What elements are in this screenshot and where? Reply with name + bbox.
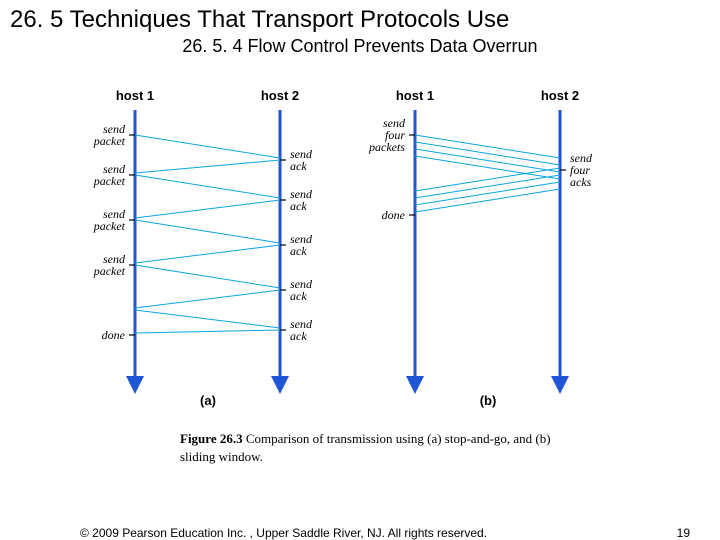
figure-label: Figure 26.3 — [180, 431, 246, 446]
copyright-text: © 2009 Pearson Education Inc. , Upper Sa… — [80, 526, 487, 540]
page-number: 19 — [677, 526, 690, 540]
svg-text:ack: ack — [290, 159, 307, 173]
svg-text:host 1: host 1 — [396, 88, 434, 103]
svg-text:host 1: host 1 — [116, 88, 154, 103]
svg-text:(a): (a) — [200, 393, 216, 408]
sequence-diagram: host 1host 2sendpacketsendpacketsendpack… — [80, 80, 640, 420]
svg-text:ack: ack — [290, 289, 307, 303]
svg-text:host 2: host 2 — [261, 88, 299, 103]
svg-text:packet: packet — [93, 174, 126, 188]
svg-text:host 2: host 2 — [541, 88, 579, 103]
svg-text:(b): (b) — [480, 393, 497, 408]
svg-text:packet: packet — [93, 134, 126, 148]
svg-text:packets: packets — [368, 140, 405, 154]
svg-text:ack: ack — [290, 244, 307, 258]
svg-text:acks: acks — [570, 175, 592, 189]
page-title: 26. 5 Techniques That Transport Protocol… — [0, 0, 720, 34]
svg-text:done: done — [102, 328, 126, 342]
page-subtitle: 26. 5. 4 Flow Control Prevents Data Over… — [0, 34, 720, 57]
svg-text:ack: ack — [290, 199, 307, 213]
svg-text:packet: packet — [93, 264, 126, 278]
svg-text:ack: ack — [290, 329, 307, 343]
figure-caption: Figure 26.3 Comparison of transmission u… — [180, 430, 580, 465]
svg-text:packet: packet — [93, 219, 126, 233]
svg-text:done: done — [382, 208, 406, 222]
